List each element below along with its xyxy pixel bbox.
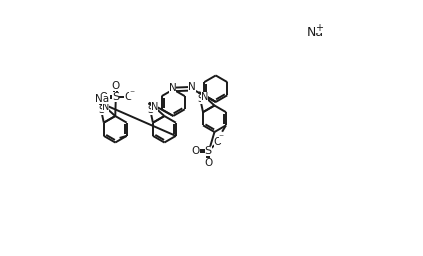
Text: S: S	[205, 146, 212, 156]
Text: S: S	[147, 105, 153, 115]
Text: O: O	[204, 157, 212, 167]
Text: S: S	[112, 92, 119, 102]
Text: N: N	[201, 92, 209, 102]
Text: S: S	[98, 105, 104, 115]
Text: N: N	[189, 82, 196, 92]
Text: O: O	[100, 92, 108, 102]
Text: +: +	[316, 23, 323, 33]
Text: N: N	[151, 102, 158, 112]
Text: ⁻: ⁻	[219, 133, 224, 143]
Text: O: O	[124, 92, 132, 102]
Text: S: S	[197, 94, 203, 104]
Text: ⁻: ⁻	[129, 89, 135, 99]
Text: Na: Na	[307, 26, 324, 39]
Text: N: N	[169, 83, 176, 93]
Text: O: O	[214, 137, 222, 147]
Text: Na: Na	[96, 94, 110, 104]
Text: O: O	[192, 146, 200, 156]
Text: N: N	[102, 102, 109, 112]
Text: O: O	[112, 81, 120, 91]
